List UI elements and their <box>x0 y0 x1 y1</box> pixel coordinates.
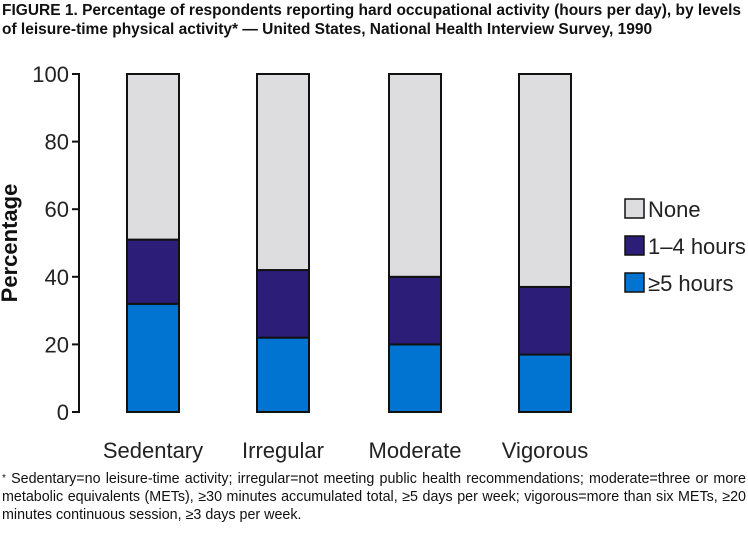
bar-segment <box>126 302 180 413</box>
y-tick-label: 100 <box>32 62 69 87</box>
x-tick-label: Moderate <box>369 438 462 463</box>
x-tick-label: Vigorous <box>502 438 588 463</box>
bar-segment <box>518 285 572 356</box>
bar-segment <box>518 353 572 414</box>
legend-swatch <box>624 198 645 219</box>
bar-segment <box>126 73 180 241</box>
bar-segment <box>518 73 572 288</box>
y-tick-label: 60 <box>45 197 69 222</box>
bar-segment <box>388 275 442 346</box>
legend-swatch <box>624 235 645 256</box>
stacked-bar-chart: 0 20 40 60 80 100 Percentage Sedentary Irregular… <box>0 62 746 463</box>
x-tick-label: Sedentary <box>103 438 203 463</box>
y-tick-label: 40 <box>45 265 69 290</box>
bar-segment <box>126 238 180 305</box>
footnote-marker: * <box>2 473 6 484</box>
bar-segment <box>256 73 310 272</box>
legend-swatch <box>624 272 645 293</box>
bar-segment <box>388 73 442 278</box>
y-tick-label: 80 <box>45 130 69 155</box>
figure-title: FIGURE 1. Percentage of respondents repo… <box>2 2 742 38</box>
legend-label: 1–4 hours <box>648 234 746 259</box>
y-tick-label: 20 <box>45 332 69 357</box>
y-tick-label: 0 <box>57 400 69 425</box>
footnote-text: Sedentary=no leisure-time activity; irre… <box>2 471 746 523</box>
bar-segment <box>256 336 310 414</box>
footnote: * Sedentary=no leisure-time activity; ir… <box>2 470 746 524</box>
legend-label: None <box>648 197 701 222</box>
x-tick-label: Irregular <box>242 438 324 463</box>
bar-segment <box>388 343 442 413</box>
legend-label: ≥5 hours <box>648 271 733 296</box>
bar-segment <box>256 269 310 339</box>
y-axis-label: Percentage <box>0 184 22 303</box>
